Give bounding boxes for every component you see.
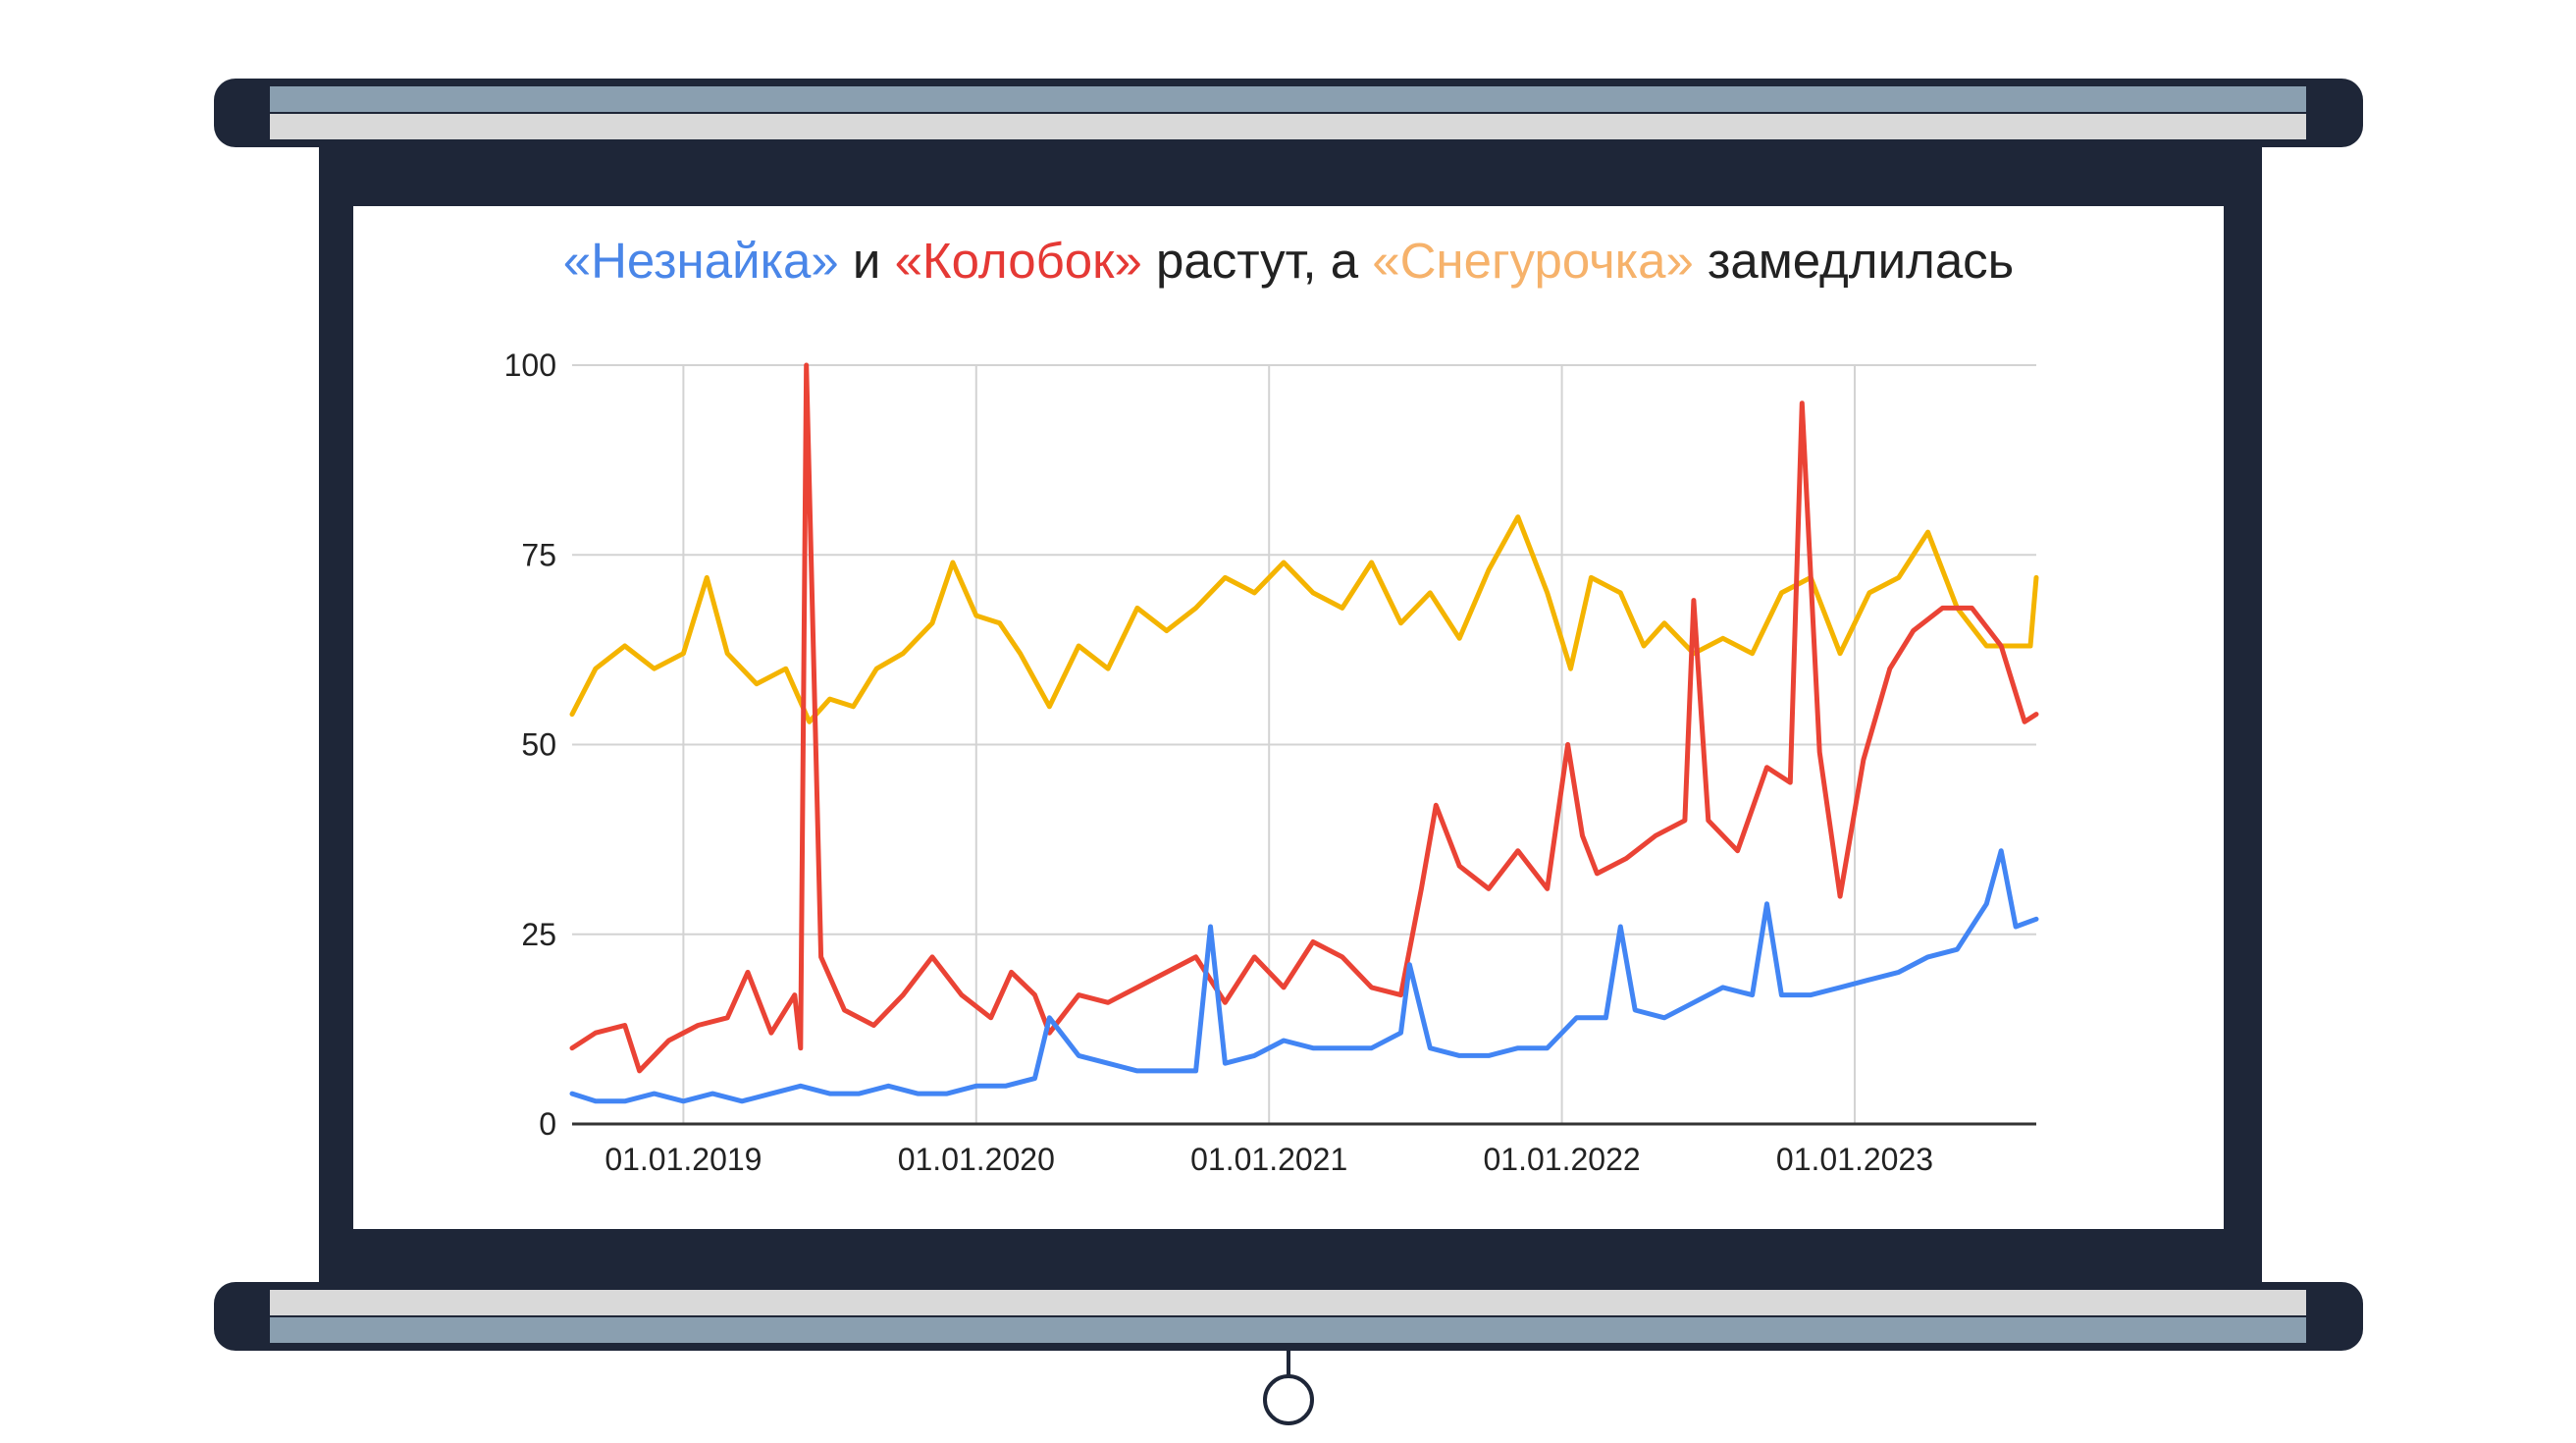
projection-area	[353, 206, 2224, 1229]
y-tick-label: 0	[539, 1106, 556, 1142]
x-tick-label: 01.01.2022	[1484, 1142, 1641, 1177]
title-part-snegurochka: «Снегурочка»	[1372, 233, 1694, 289]
chart-title: «Незнайка» и «Колобок» растут, а «Снегур…	[563, 233, 2015, 289]
title-part-zamedlilas: замедлилась	[1694, 233, 2014, 289]
y-tick-label: 100	[504, 347, 556, 383]
y-tick-label: 75	[521, 537, 556, 572]
bottom-roller	[214, 1282, 2363, 1351]
x-tick-label: 01.01.2020	[898, 1142, 1055, 1177]
title-part-rastut: растут, а	[1142, 233, 1372, 289]
y-tick-label: 50	[521, 727, 556, 763]
series-line-2	[569, 848, 2039, 1104]
line-chart: 0 25 50 75 100 01.01.2019 01.01.2020 01.01.2021…	[504, 347, 2039, 1177]
x-tick-label: 01.01.2023	[1776, 1142, 1933, 1177]
pull-cord	[1263, 1351, 1314, 1425]
title-part-neznaika: «Незнайка»	[563, 233, 839, 289]
top-roller	[214, 79, 2363, 147]
x-tick-label: 01.01.2021	[1190, 1142, 1347, 1177]
x-tick-label: 01.01.2019	[605, 1142, 762, 1177]
y-tick-label: 25	[521, 917, 556, 952]
pull-ring-icon[interactable]	[1263, 1374, 1314, 1425]
series-line-1	[569, 362, 2039, 1074]
title-part-i: и	[839, 233, 895, 289]
title-part-kolobok: «Колобок»	[895, 233, 1142, 289]
